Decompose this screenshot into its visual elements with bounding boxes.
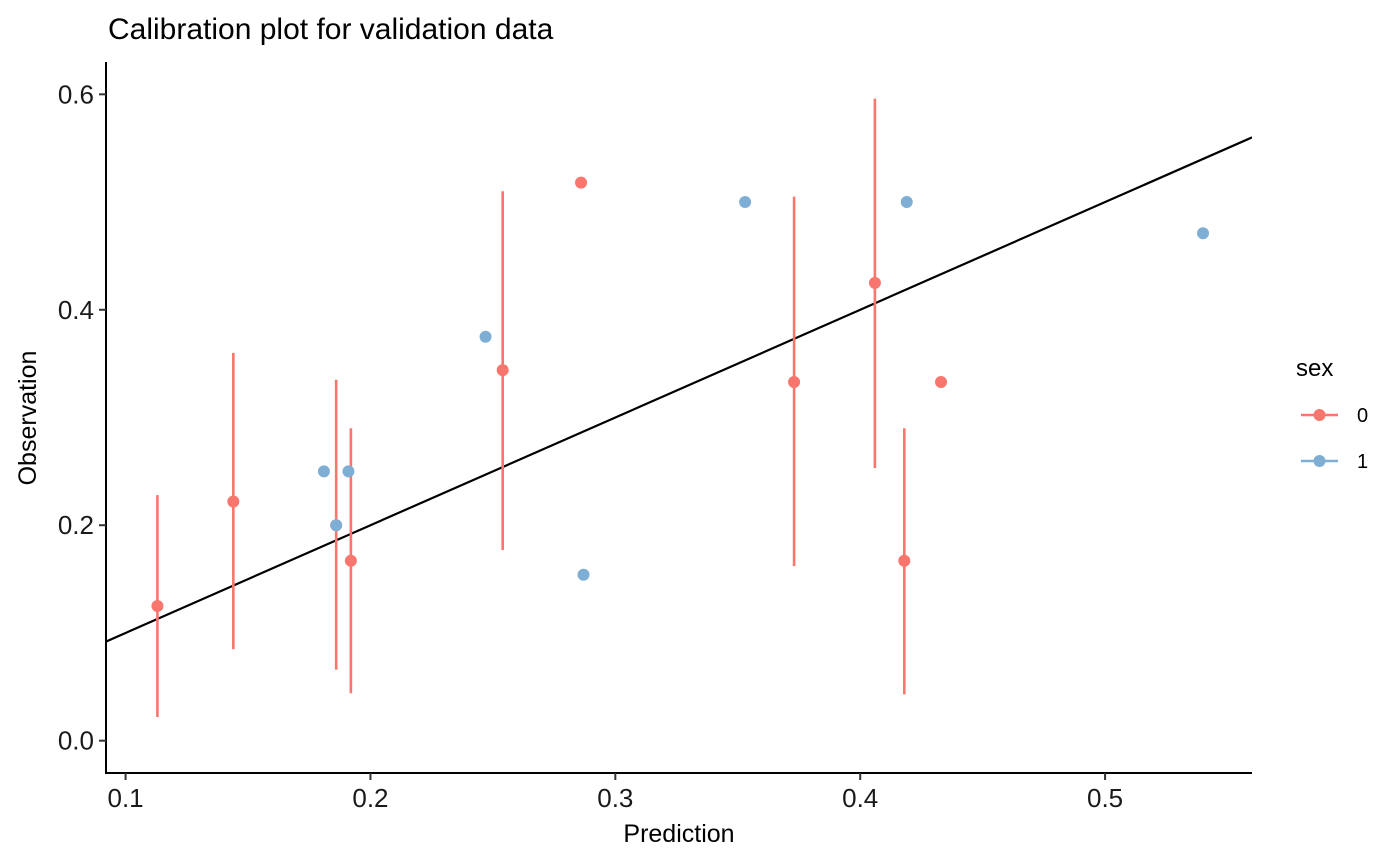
x-tick-label: 0.5 — [1087, 783, 1123, 813]
legend-item: 1 — [1301, 451, 1368, 473]
data-point — [330, 519, 343, 532]
y-tick-label: 0.2 — [58, 510, 94, 540]
data-point — [479, 330, 492, 343]
legend-key-point — [1313, 409, 1326, 421]
y-tick-label: 0.0 — [58, 726, 94, 756]
x-tick-label: 0.1 — [108, 783, 144, 813]
legend-item: 0 — [1301, 405, 1368, 427]
data-point — [577, 568, 590, 581]
legend-label: 0 — [1357, 405, 1368, 427]
data-point — [788, 375, 801, 388]
data-point — [342, 465, 355, 478]
data-point — [739, 196, 752, 209]
data-point — [575, 176, 588, 189]
x-tick-label: 0.3 — [597, 783, 633, 813]
data-point — [898, 554, 911, 567]
data-point — [344, 554, 357, 567]
y-tick-label: 0.4 — [58, 295, 94, 325]
legend-title: sex — [1296, 355, 1333, 382]
data-point — [1197, 227, 1210, 240]
x-axis-title: Prediction — [623, 820, 734, 848]
data-point — [900, 196, 913, 209]
legend-key-point — [1313, 455, 1326, 467]
data-point — [227, 495, 240, 508]
data-point — [151, 600, 164, 613]
data-point — [935, 375, 948, 388]
reference-line — [106, 136, 1252, 643]
legend: sex 0 1 — [1296, 355, 1368, 473]
y-axis-title: Observation — [14, 351, 42, 486]
data-point — [868, 276, 881, 289]
legend-label: 1 — [1357, 451, 1368, 473]
x-tick-label: 0.2 — [352, 783, 388, 813]
chart-title: Calibration plot for validation data — [108, 13, 554, 46]
data-point — [496, 364, 509, 377]
x-tick-label: 0.4 — [842, 783, 878, 813]
data-point — [317, 465, 330, 478]
y-tick-label: 0.6 — [58, 79, 94, 109]
